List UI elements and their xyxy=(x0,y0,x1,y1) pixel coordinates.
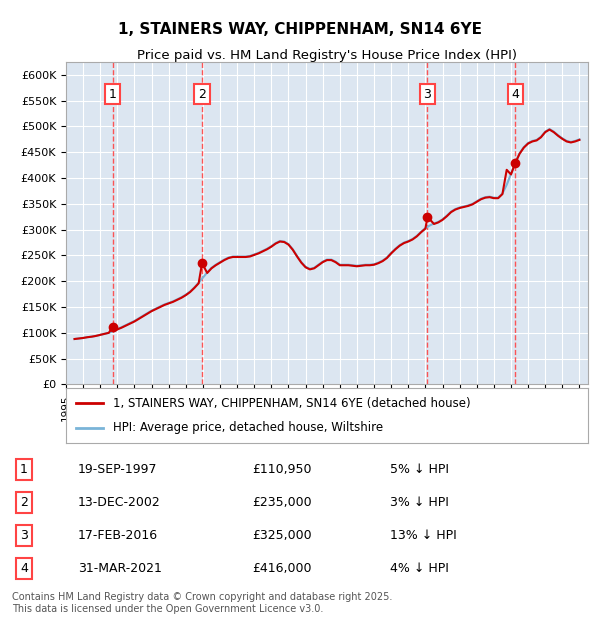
Text: £235,000: £235,000 xyxy=(252,496,311,509)
Text: 17-FEB-2016: 17-FEB-2016 xyxy=(78,529,158,542)
Text: 1: 1 xyxy=(20,463,28,476)
Text: 3% ↓ HPI: 3% ↓ HPI xyxy=(390,496,449,509)
Text: 3: 3 xyxy=(424,88,431,100)
Text: £325,000: £325,000 xyxy=(252,529,311,542)
Text: 2: 2 xyxy=(198,88,206,100)
Text: £110,950: £110,950 xyxy=(252,463,311,476)
Text: £416,000: £416,000 xyxy=(252,562,311,575)
Text: 31-MAR-2021: 31-MAR-2021 xyxy=(78,562,162,575)
Text: Contains HM Land Registry data © Crown copyright and database right 2025.
This d: Contains HM Land Registry data © Crown c… xyxy=(12,592,392,614)
Text: 1, STAINERS WAY, CHIPPENHAM, SN14 6YE: 1, STAINERS WAY, CHIPPENHAM, SN14 6YE xyxy=(118,22,482,37)
Text: 4: 4 xyxy=(511,88,519,100)
Text: 1: 1 xyxy=(109,88,116,100)
Text: 3: 3 xyxy=(20,529,28,542)
Text: HPI: Average price, detached house, Wiltshire: HPI: Average price, detached house, Wilt… xyxy=(113,421,383,434)
Text: 13-DEC-2002: 13-DEC-2002 xyxy=(78,496,161,509)
Text: 1, STAINERS WAY, CHIPPENHAM, SN14 6YE (detached house): 1, STAINERS WAY, CHIPPENHAM, SN14 6YE (d… xyxy=(113,397,470,410)
Text: 19-SEP-1997: 19-SEP-1997 xyxy=(78,463,157,476)
Text: 13% ↓ HPI: 13% ↓ HPI xyxy=(390,529,457,542)
Text: 4% ↓ HPI: 4% ↓ HPI xyxy=(390,562,449,575)
Text: 2: 2 xyxy=(20,496,28,509)
Text: 4: 4 xyxy=(20,562,28,575)
Title: Price paid vs. HM Land Registry's House Price Index (HPI): Price paid vs. HM Land Registry's House … xyxy=(137,49,517,62)
Text: 5% ↓ HPI: 5% ↓ HPI xyxy=(390,463,449,476)
